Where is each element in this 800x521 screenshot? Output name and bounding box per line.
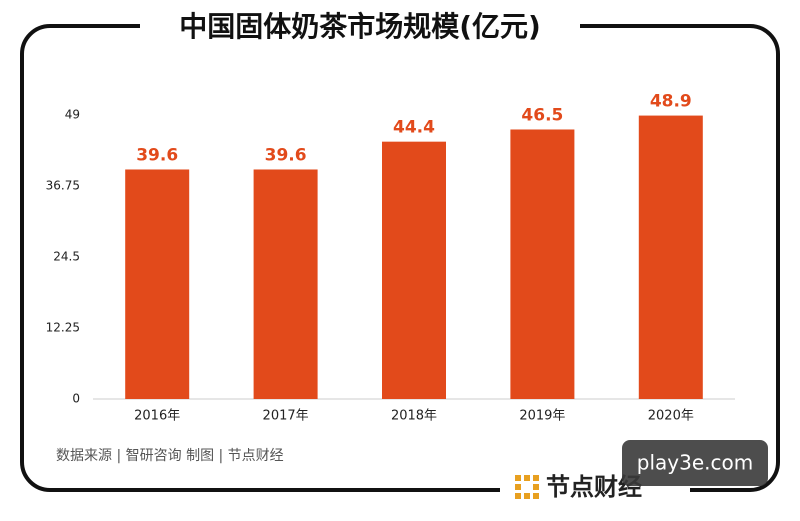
bar <box>253 169 318 399</box>
x-tick-label: 2017年 <box>263 409 309 424</box>
y-tick-label: 12.25 <box>46 321 80 335</box>
bar <box>382 141 446 399</box>
watermark: play3e.com <box>637 451 753 475</box>
value-label: 44.4 <box>393 118 435 138</box>
y-tick-label: 49 <box>65 108 80 122</box>
value-label: 39.6 <box>136 145 178 165</box>
value-label: 39.6 <box>265 145 307 165</box>
watermark-badge <box>622 440 768 486</box>
source-note: 数据来源 | 智研咨询 制图 | 节点财经 <box>56 448 284 464</box>
x-tick-label: 2020年 <box>648 409 694 424</box>
logo-icon <box>515 475 539 499</box>
chart-title: 中国固体奶茶市场规模(亿元) <box>179 10 541 43</box>
bar <box>638 115 703 399</box>
x-tick-label: 2019年 <box>519 409 565 424</box>
y-tick-label: 24.5 <box>53 250 80 264</box>
x-tick-label: 2018年 <box>391 409 437 424</box>
x-tick-label: 2016年 <box>134 409 180 424</box>
y-tick-label: 0 <box>72 392 80 406</box>
y-tick-label: 36.75 <box>46 179 80 193</box>
value-label: 46.5 <box>521 105 563 125</box>
bar <box>510 129 575 399</box>
bar <box>125 169 190 399</box>
title-backdrop <box>140 8 580 44</box>
value-label: 48.9 <box>650 92 692 112</box>
